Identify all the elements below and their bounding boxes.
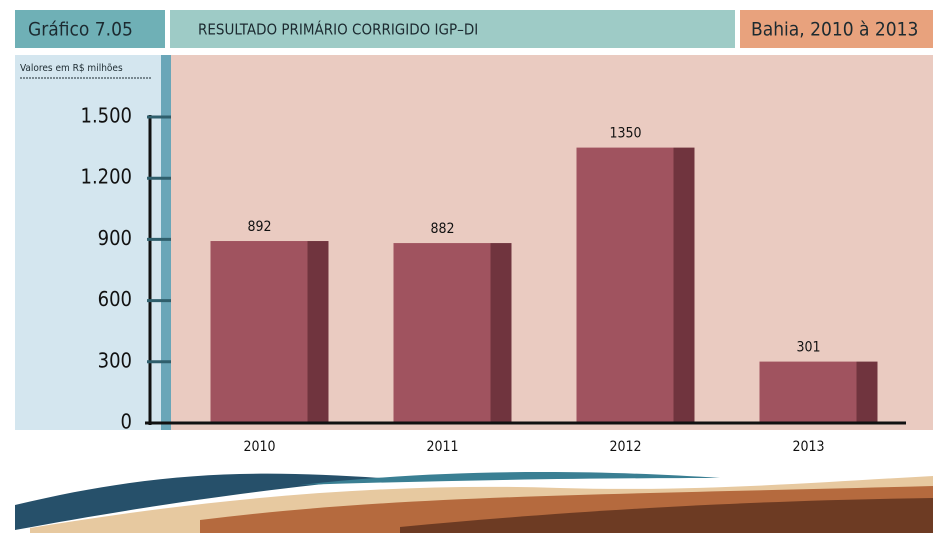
y-tick-label: 1.500: [81, 104, 133, 128]
x-tick-label: 2012: [609, 439, 641, 455]
bottom-decoration: [15, 462, 933, 533]
region-label: Bahia, 2010 à 2013: [751, 19, 918, 41]
bar: [211, 241, 308, 423]
bar: [394, 243, 491, 423]
bar-side: [491, 243, 512, 423]
value-label: 301: [796, 340, 820, 356]
x-tick-label: 2011: [426, 439, 458, 455]
value-label: 882: [430, 221, 454, 237]
y-tick-label: 0: [121, 410, 132, 434]
y-tick-label: 300: [98, 348, 132, 372]
bar-side: [674, 148, 695, 423]
bar-side: [308, 241, 329, 423]
y-tick-label: 1.200: [81, 165, 133, 189]
y-tick-label: 900: [98, 226, 132, 250]
chart: Gráfico 7.05 RESULTADO PRIMÁRIO CORRIGID…: [0, 0, 933, 533]
value-label: 1350: [609, 126, 641, 142]
x-tick-label: 2013: [792, 439, 824, 455]
bar: [577, 148, 674, 423]
bar: [760, 362, 857, 423]
chart-title: RESULTADO PRIMÁRIO CORRIGIDO IGP–DI: [198, 20, 478, 39]
value-label: 892: [247, 219, 271, 235]
axis-strip: [161, 55, 171, 430]
figure-label: Gráfico 7.05: [28, 19, 133, 41]
y-axis-label: Valores em R$ milhões: [20, 63, 123, 74]
y-tick-label: 600: [98, 287, 132, 311]
bar-side: [857, 362, 878, 423]
x-tick-label: 2010: [243, 439, 275, 455]
